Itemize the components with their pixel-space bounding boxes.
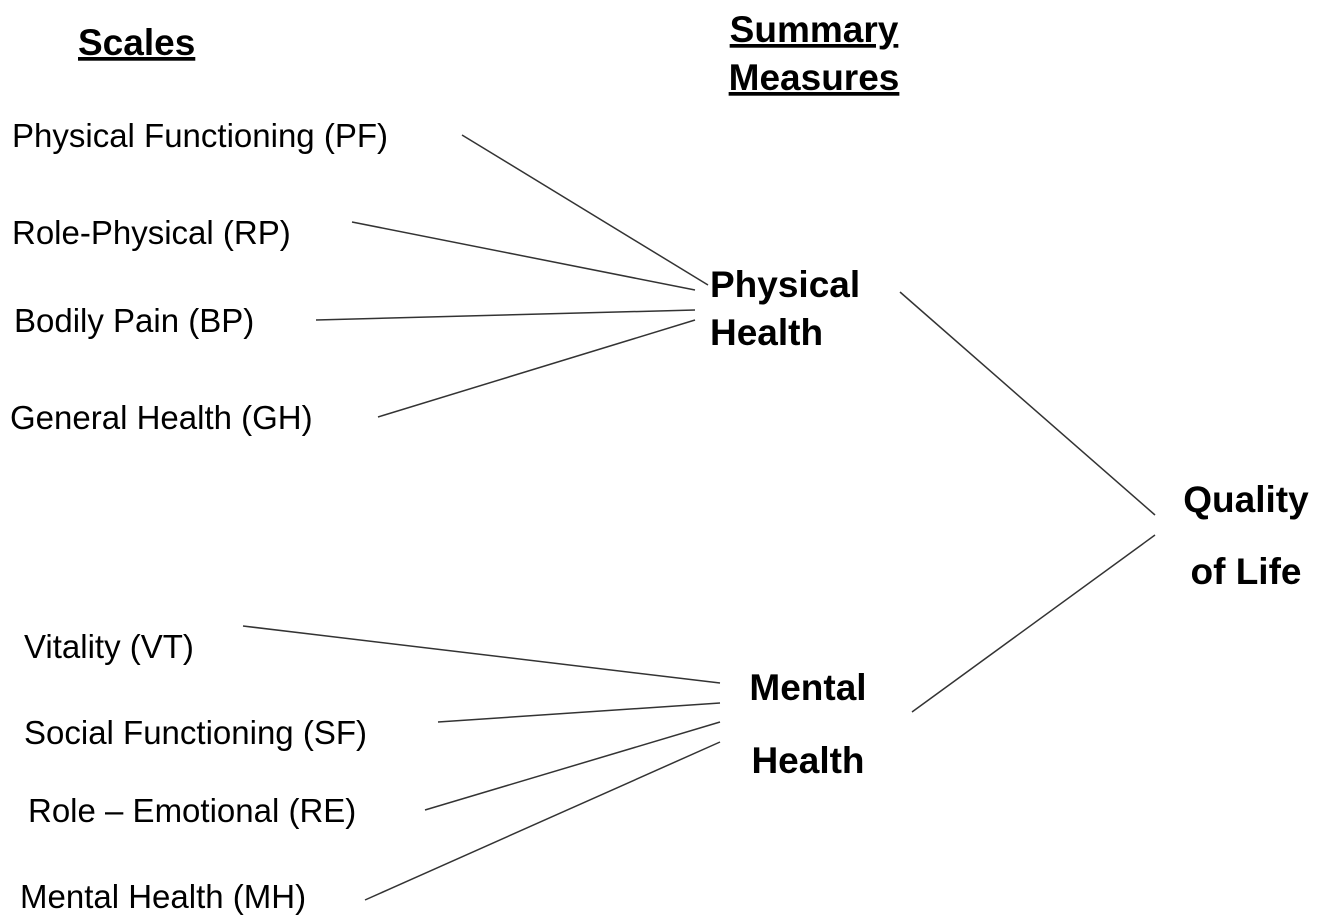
summary-label: Health bbox=[751, 740, 864, 781]
outcome-label: of Life bbox=[1191, 551, 1302, 592]
connector bbox=[351, 221, 696, 291]
summary-header: Measures bbox=[729, 57, 900, 98]
summary-header: Summary bbox=[730, 9, 899, 50]
connector bbox=[364, 741, 721, 901]
connector bbox=[461, 134, 709, 286]
summary-label: Mental bbox=[749, 667, 866, 708]
summary-label: Physical bbox=[710, 264, 860, 305]
scale-label: Role – Emotional (RE) bbox=[28, 792, 356, 829]
connector bbox=[911, 534, 1156, 713]
scale-label: Mental Health (MH) bbox=[20, 878, 306, 915]
scale-label: Role-Physical (RP) bbox=[12, 214, 291, 251]
scale-label: Bodily Pain (BP) bbox=[14, 302, 254, 339]
scale-label: Social Functioning (SF) bbox=[24, 714, 367, 751]
scales-header: Scales bbox=[78, 22, 195, 63]
scale-label: Physical Functioning (PF) bbox=[12, 117, 388, 154]
outcome-label: Quality bbox=[1183, 479, 1309, 520]
connector bbox=[437, 702, 721, 723]
connector bbox=[377, 319, 696, 418]
connector bbox=[315, 309, 696, 321]
connector bbox=[899, 291, 1156, 516]
connector bbox=[424, 721, 721, 811]
scale-label: General Health (GH) bbox=[10, 399, 313, 436]
summary-label: Health bbox=[710, 312, 823, 353]
scale-label: Vitality (VT) bbox=[24, 628, 194, 665]
connector bbox=[242, 625, 721, 684]
